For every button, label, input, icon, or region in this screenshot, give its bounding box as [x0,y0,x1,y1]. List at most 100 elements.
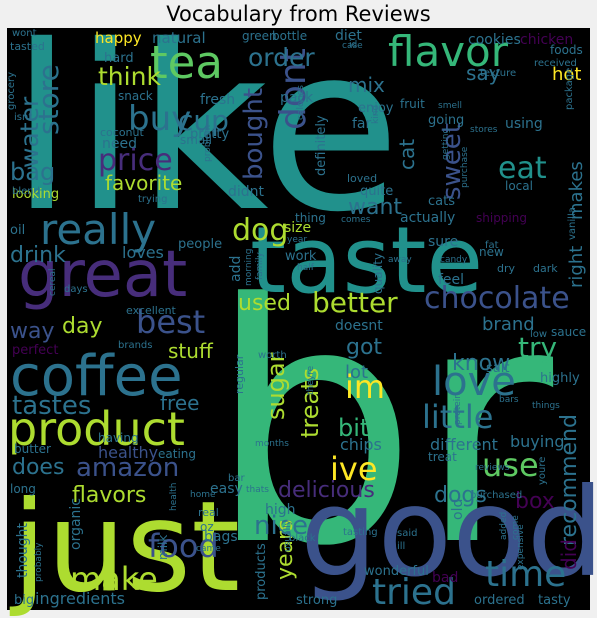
word-coconut: coconut [100,126,144,139]
word-size: size [284,220,311,236]
word-grocery: grocery [6,72,17,110]
word-wont: wont [12,28,37,39]
word-isnt: isnt [14,112,32,123]
word-home: home [190,490,216,500]
word-flavor: flavor [388,27,509,76]
word-tea: tea [150,36,223,89]
word-easy: easy [210,481,243,497]
word-using: using [505,116,543,132]
word-bag: bag [10,158,55,186]
word-didnt: didnt [228,184,265,200]
word-said: said [397,528,417,539]
word-sure: sure [428,234,458,250]
word-amazon: amazon [76,453,179,483]
word-different: different [430,435,498,454]
word-better: better [312,286,398,319]
word-favorite: favorite [105,171,182,195]
word-year: year [287,235,307,245]
word-milk: milk [156,535,170,560]
word-texture: texture [480,68,516,79]
word-bad: bad [432,570,458,586]
word-new: new [479,245,504,259]
word-love: love [432,359,516,405]
word-butter: butter [14,442,51,456]
word-delicious: delicious [278,478,375,503]
word-low: low [530,329,547,340]
word-months: months [255,439,289,449]
word-tasting: tasting [343,527,378,538]
word-think: think [98,62,161,91]
word-dogs: dogs [434,483,487,508]
word-highly: highly [540,371,580,386]
word-regular: regular [233,354,246,394]
word-black: black [289,533,316,544]
word-received: received [534,58,577,69]
word-chicken: chicken [520,32,573,48]
word-enjoy: enjoy [358,101,394,116]
word-health: health [169,483,179,512]
word-free: free [160,391,199,415]
word-family: family [255,252,265,280]
word-order: order [248,43,315,72]
word-coffee: coffee [10,344,183,409]
word-probably: probably [34,542,44,582]
word-eating: eating [158,447,196,461]
word-pack: pack [280,90,314,106]
word-fruit: fruit [400,97,425,111]
word-sugar: sugar [262,352,290,420]
word-add: add [228,256,244,282]
word-hard: hard [104,51,134,66]
word-tasted: tasted [10,40,45,53]
word-purchased: purchased [470,490,522,501]
word-sweet: sweet [437,123,467,200]
word-big: big [14,593,34,608]
word-kind: kind [371,105,381,124]
word-day: day [62,314,102,339]
word-quality: quality [371,253,385,294]
word-package: package [564,68,575,110]
word-drink: drink [10,243,66,268]
word-oil: oil [10,223,25,238]
word-tastes: tastes [12,391,91,421]
word-oz: oz [200,520,214,534]
word-happy: happy [95,29,142,47]
word-long: long [10,482,36,496]
word-loved: loved [347,172,377,185]
word-bar: bar [228,473,245,484]
word-bit: bit [338,414,369,442]
word-actually: actually [400,210,455,226]
word-case: case [342,41,363,51]
word-came: came [196,544,221,554]
word-expensive: expensive [516,524,526,570]
word-recommend: recommend [557,414,582,546]
word-does: does [12,455,64,480]
word-quite: quite [360,184,393,199]
word-cereal: cereal [48,268,58,296]
word-half: half [297,263,315,273]
word-vanilla: vanilla [567,207,578,240]
word-make: make [70,560,158,598]
word-protein: protein [453,393,463,425]
word-definitely: definitely [314,115,329,176]
word-products: products [254,543,269,600]
word-candy: candy [440,255,468,265]
word-feel: feel [438,272,464,288]
word-buy: buy [128,99,191,139]
word-ingredients: ingredients [35,589,125,608]
word-best: best [136,303,205,341]
word-looking: looking [12,187,59,202]
word-excellent: excellent [126,304,177,317]
word-salt: salt [486,361,509,376]
word-im: im [345,368,385,406]
word-use: use [482,446,539,484]
word-br: br [208,234,557,618]
word-sauce: sauce [551,325,586,339]
word-natural: natural [152,29,206,47]
word-store: store [32,64,65,135]
word-work: work [285,249,317,264]
word-bought: bought [239,88,269,180]
word-brands: brands [118,340,152,351]
word-having: having [98,431,139,445]
word-reviews: reviews [475,463,510,473]
